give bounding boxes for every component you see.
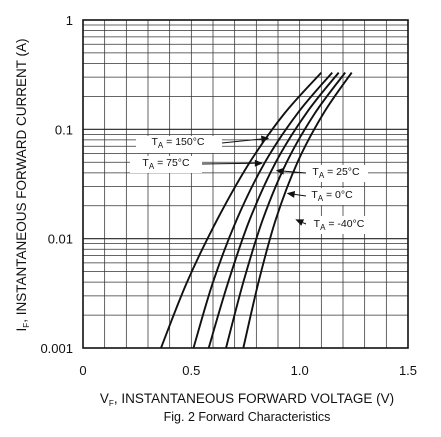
annotation-arrow-25Cc — [275, 167, 285, 175]
x-axis-label: VF, INSTANTANEOUS FORWARD VOLTAGE (V) — [100, 391, 394, 408]
annotation-leader--40Cc — [302, 222, 307, 225]
annotation-leader-25Cc — [283, 170, 307, 174]
series-line-75Cc — [192, 71, 333, 349]
y-axis-label: IF, INSTANTANEOUS FORWARD CURRENT (A) — [14, 39, 31, 332]
annotation-label-25Cc: TA = 25°C — [312, 166, 360, 180]
annotation-label-150Cc: TA = 150°C — [151, 136, 204, 150]
annotation-label-0Cc: TA = 0°C — [311, 189, 353, 203]
series-line-150Cc — [160, 71, 323, 349]
y-tick-label: 1 — [66, 13, 73, 28]
grid — [83, 20, 408, 348]
y-tick-label: 0.1 — [55, 122, 73, 137]
x-tick-label: 1.0 — [291, 363, 309, 378]
annotation-leader-0Cc — [294, 193, 307, 197]
annotation-arrow-75Cc — [254, 159, 263, 167]
plot-frame — [82, 19, 409, 349]
x-tick-label: 0 — [79, 363, 86, 378]
series-annotations: TA = 150°C TA = 75°C TA = 25°C TA = 0°C TA =… — [130, 135, 374, 234]
series-curves — [160, 71, 353, 349]
series-line-0Cc — [225, 72, 346, 349]
x-tick-label: 0.5 — [182, 363, 200, 378]
x-tick-label: 1.5 — [399, 363, 417, 378]
annotation-bg-25Cc — [306, 165, 368, 182]
annotation-arrow-150Cc — [261, 135, 270, 143]
annotation-leader-150Cc — [221, 138, 262, 144]
y-tick-label: 0.01 — [48, 232, 73, 247]
series-line--40Cc — [242, 72, 353, 349]
y-tick-labels: 1 0.1 0.01 0.001 — [40, 13, 73, 356]
y-tick-label: 0.001 — [40, 341, 73, 356]
annotation-bg-0Cc — [306, 188, 358, 205]
annotation-leader-75Cc — [201, 162, 255, 165]
annotation-label-75Cc: TA = 75°C — [142, 157, 190, 171]
x-tick-labels: 0 0.5 1.0 1.5 — [79, 363, 417, 378]
annotation-arrow-0Cc — [286, 190, 296, 198]
annotation-arrow--40Cc — [295, 219, 305, 226]
series-line-25Cc — [207, 72, 340, 349]
annotation-label--40Cc: TA = -40°C — [314, 218, 365, 232]
figure-caption: Fig. 2 Forward Characteristics — [164, 410, 331, 424]
annotation-bg-75Cc — [130, 156, 202, 173]
annotation-bg--40Cc — [306, 216, 374, 234]
annotation-bg-150Cc — [136, 136, 222, 153]
